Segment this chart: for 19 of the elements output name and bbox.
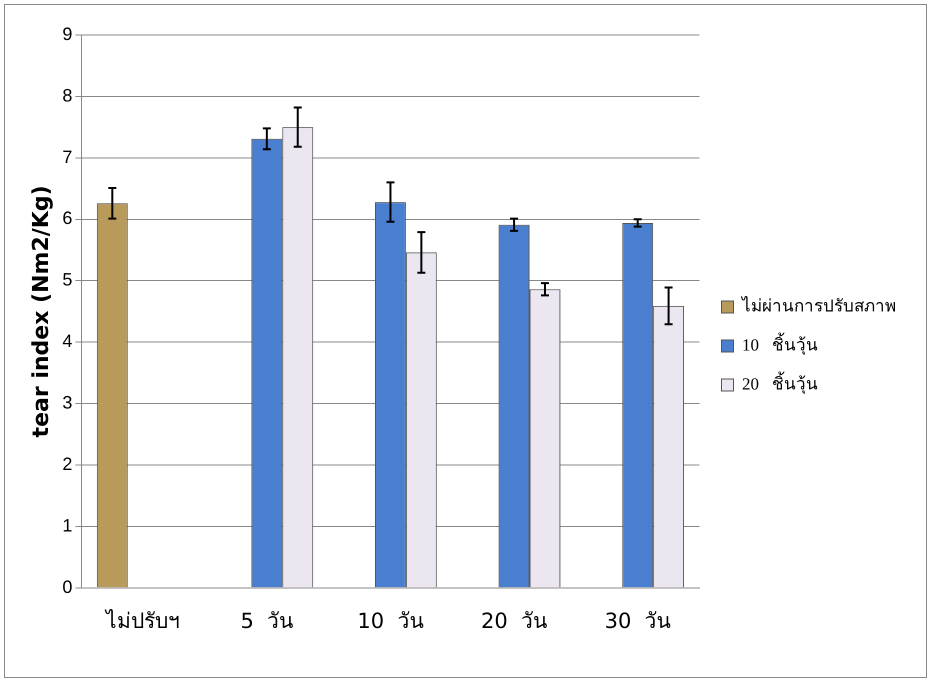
y-tick-label: 1: [62, 515, 72, 536]
x-tick-label: 5 วัน: [240, 608, 294, 633]
y-tick-label: 3: [62, 392, 72, 412]
legend-label: ไม่ผ่านการปรับสภาพ: [740, 295, 896, 316]
y-axis-title: tear index (Nm2/Kg): [28, 185, 54, 438]
y-tick-label: 5: [62, 270, 72, 290]
x-tick-label: 30 วัน: [604, 608, 671, 633]
y-tick-label: 9: [62, 24, 72, 44]
y-tick-label: 8: [62, 85, 72, 106]
x-tick-label: 20 วัน: [481, 608, 548, 633]
y-tick-label: 6: [62, 208, 72, 228]
y-tick-label: 4: [62, 331, 72, 352]
legend-label: 10 ชิ้นวุ้น: [742, 332, 818, 356]
y-tick-label: 0: [62, 576, 72, 597]
x-tick-label: 10 วัน: [357, 608, 424, 633]
y-tick-label: 7: [62, 146, 72, 167]
y-tick-label: 2: [62, 454, 72, 474]
x-tick-label: ไม่ปรับฯ: [104, 608, 180, 633]
legend-label: 20 ชิ้นวุ้น: [742, 371, 818, 394]
